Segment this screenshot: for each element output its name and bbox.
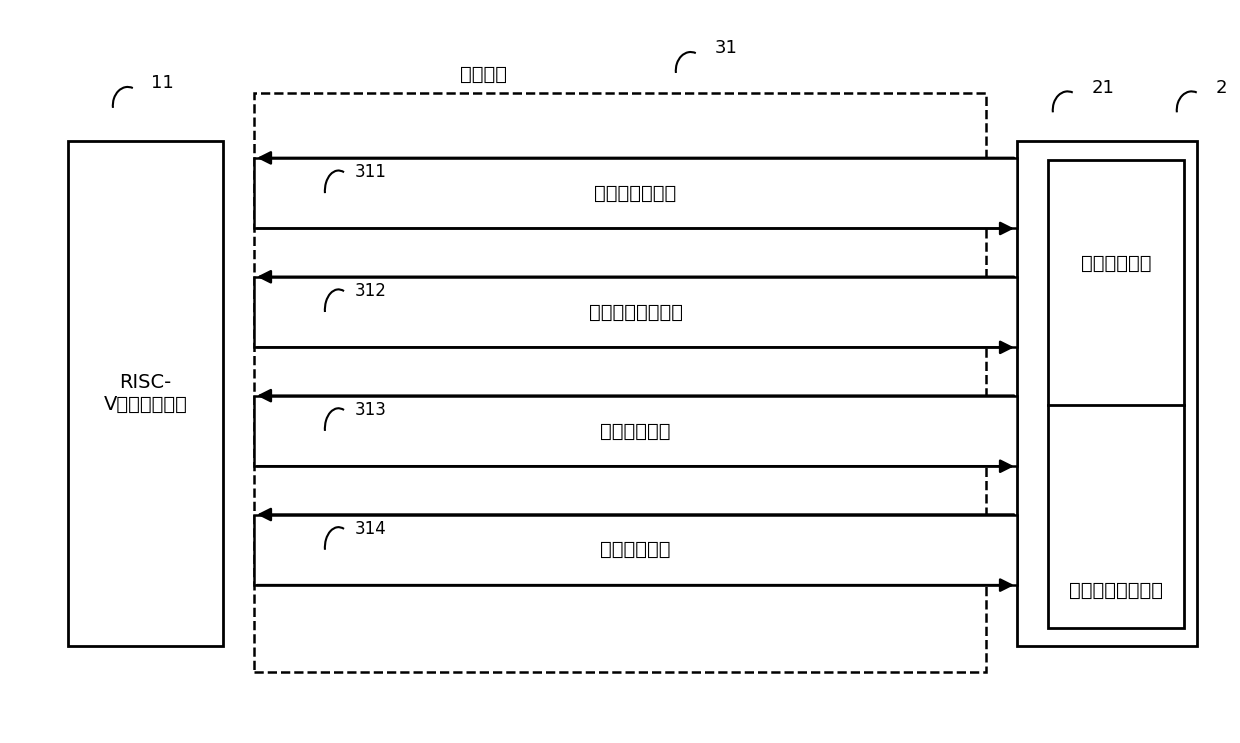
Bar <box>1017 141 1197 646</box>
Text: 31: 31 <box>714 39 737 57</box>
Text: 第一接口: 第一接口 <box>460 65 507 84</box>
Text: RISC-
V指令集处理器: RISC- V指令集处理器 <box>104 373 187 415</box>
Bar <box>1048 160 1184 628</box>
Text: 313: 313 <box>355 401 387 419</box>
Bar <box>254 395 1017 467</box>
Text: 11: 11 <box>151 74 174 92</box>
Bar <box>254 158 1017 229</box>
Text: 自定义组信号: 自定义组信号 <box>600 540 671 559</box>
Text: 2: 2 <box>1215 79 1226 97</box>
Text: 21: 21 <box>1091 79 1114 97</box>
Text: 指令寄存器组信号: 指令寄存器组信号 <box>589 302 682 322</box>
Text: 内核控制组信号: 内核控制组信号 <box>594 184 677 203</box>
Bar <box>254 93 986 672</box>
Text: 312: 312 <box>355 282 387 300</box>
Text: 314: 314 <box>355 520 387 538</box>
Bar <box>254 514 1017 585</box>
Bar <box>254 277 1017 348</box>
Text: 311: 311 <box>355 163 387 181</box>
Bar <box>68 141 223 646</box>
Text: 可编程逻辑门阵列: 可编程逻辑门阵列 <box>1069 581 1163 600</box>
Text: 软核协处理器: 软核协处理器 <box>1081 254 1151 273</box>
Text: 存储器组信号: 存储器组信号 <box>600 421 671 441</box>
